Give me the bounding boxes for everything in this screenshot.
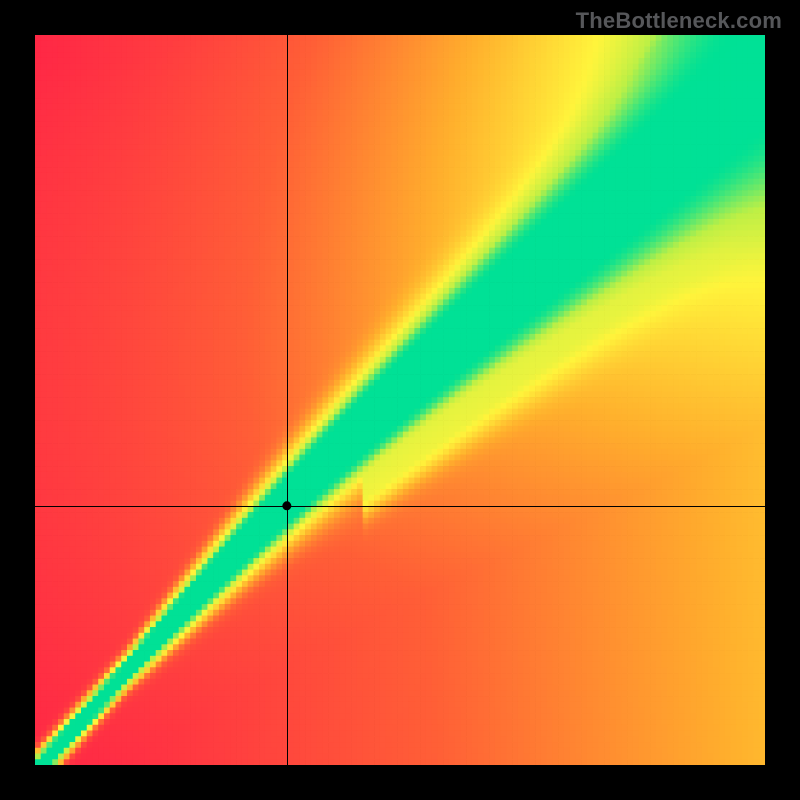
plot-area <box>35 35 765 765</box>
heatmap-canvas <box>35 35 765 765</box>
watermark-text: TheBottleneck.com <box>576 8 782 34</box>
root-container: TheBottleneck.com <box>0 0 800 800</box>
